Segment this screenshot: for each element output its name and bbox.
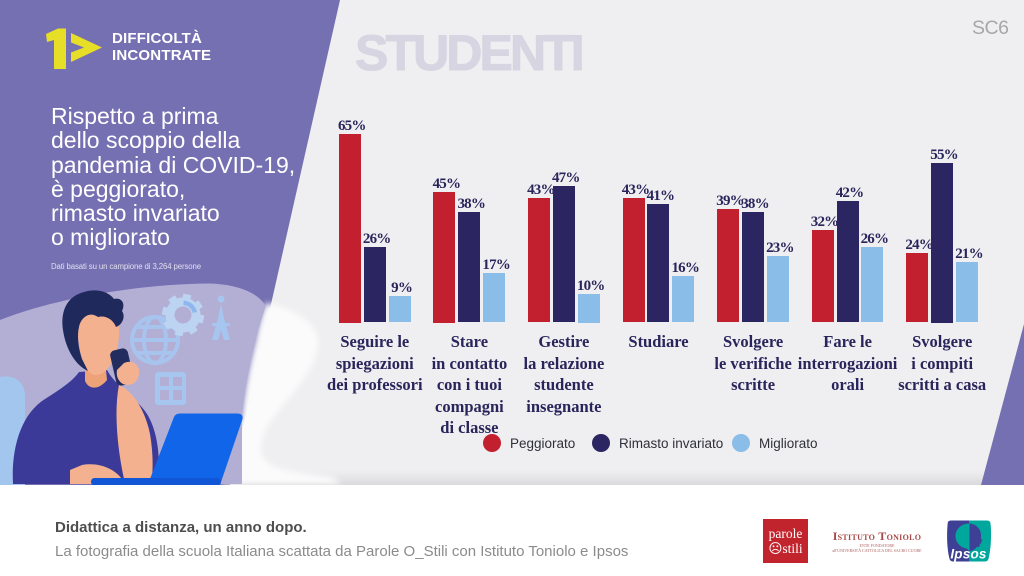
svg-text:Ipsos: Ipsos xyxy=(950,547,987,562)
